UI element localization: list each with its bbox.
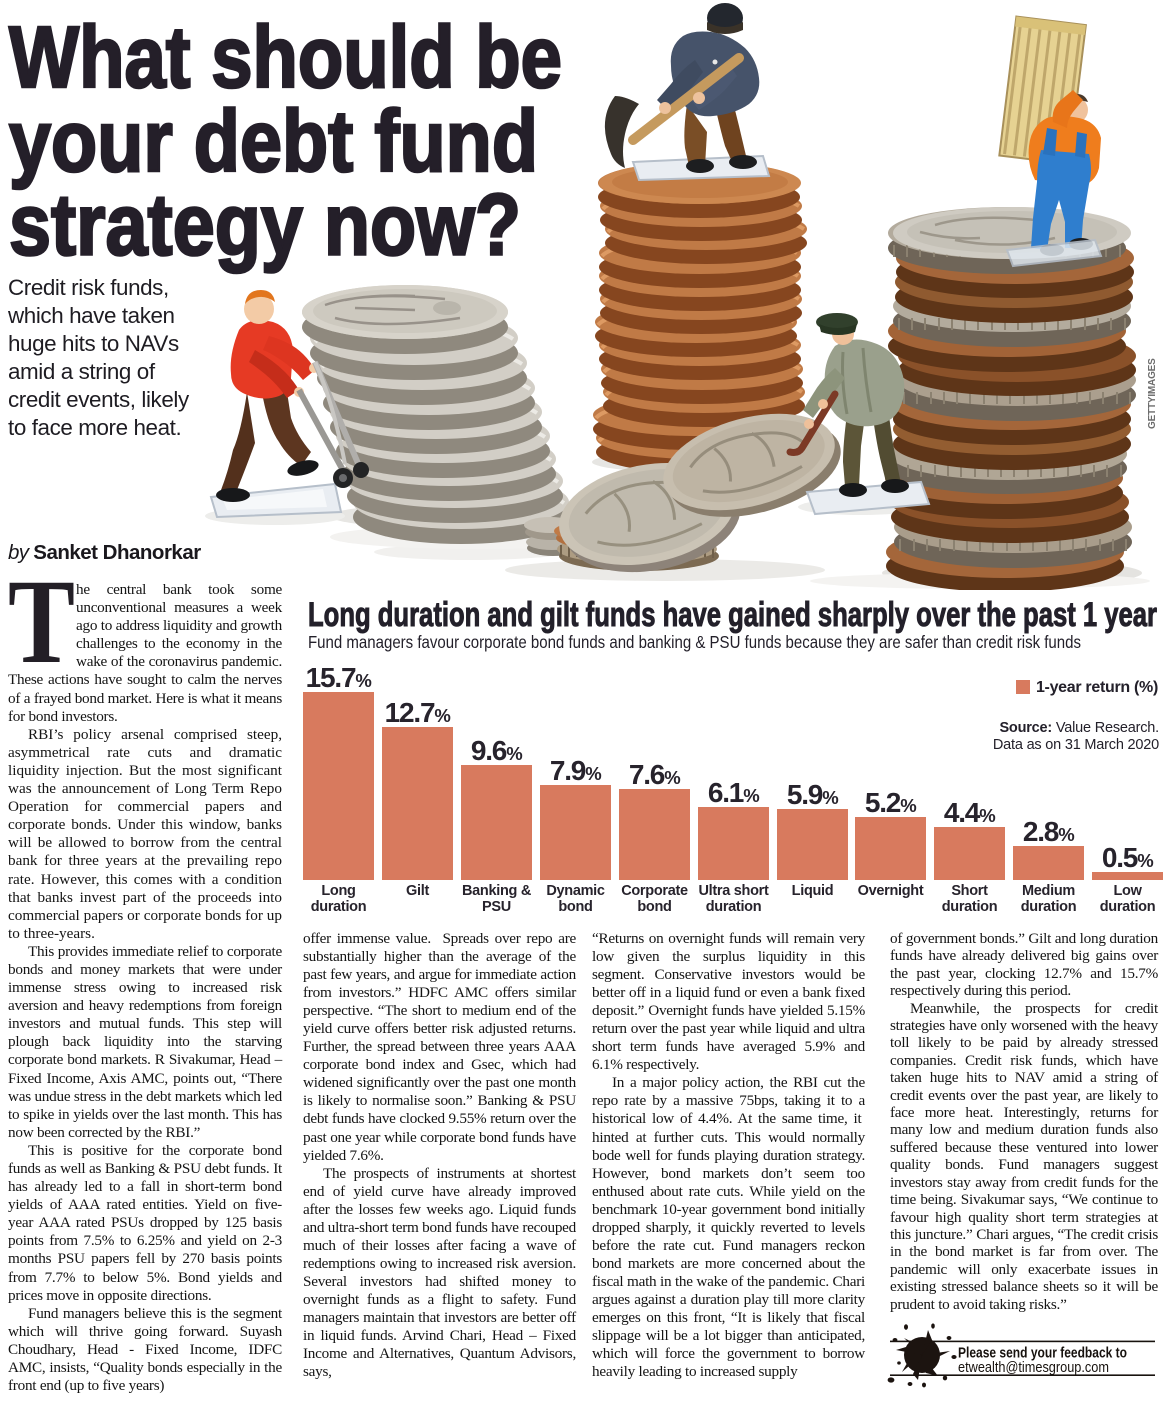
svg-text:your debt fund: your debt fund — [9, 92, 538, 190]
svg-text:Long duration and gilt funds h: Long duration and gilt funds have gained… — [308, 596, 1157, 634]
svg-text:etwealth@timesgroup.com: etwealth@timesgroup.com — [958, 1360, 1109, 1376]
svg-text:strategy now?: strategy now? — [9, 176, 521, 274]
svg-text:Fund managers favour corporate: Fund managers favour corporate bond fund… — [308, 632, 1081, 652]
svg-text:What should be: What should be — [9, 8, 562, 106]
svg-text:Please send your feedback to: Please send your feedback to — [958, 1346, 1127, 1362]
